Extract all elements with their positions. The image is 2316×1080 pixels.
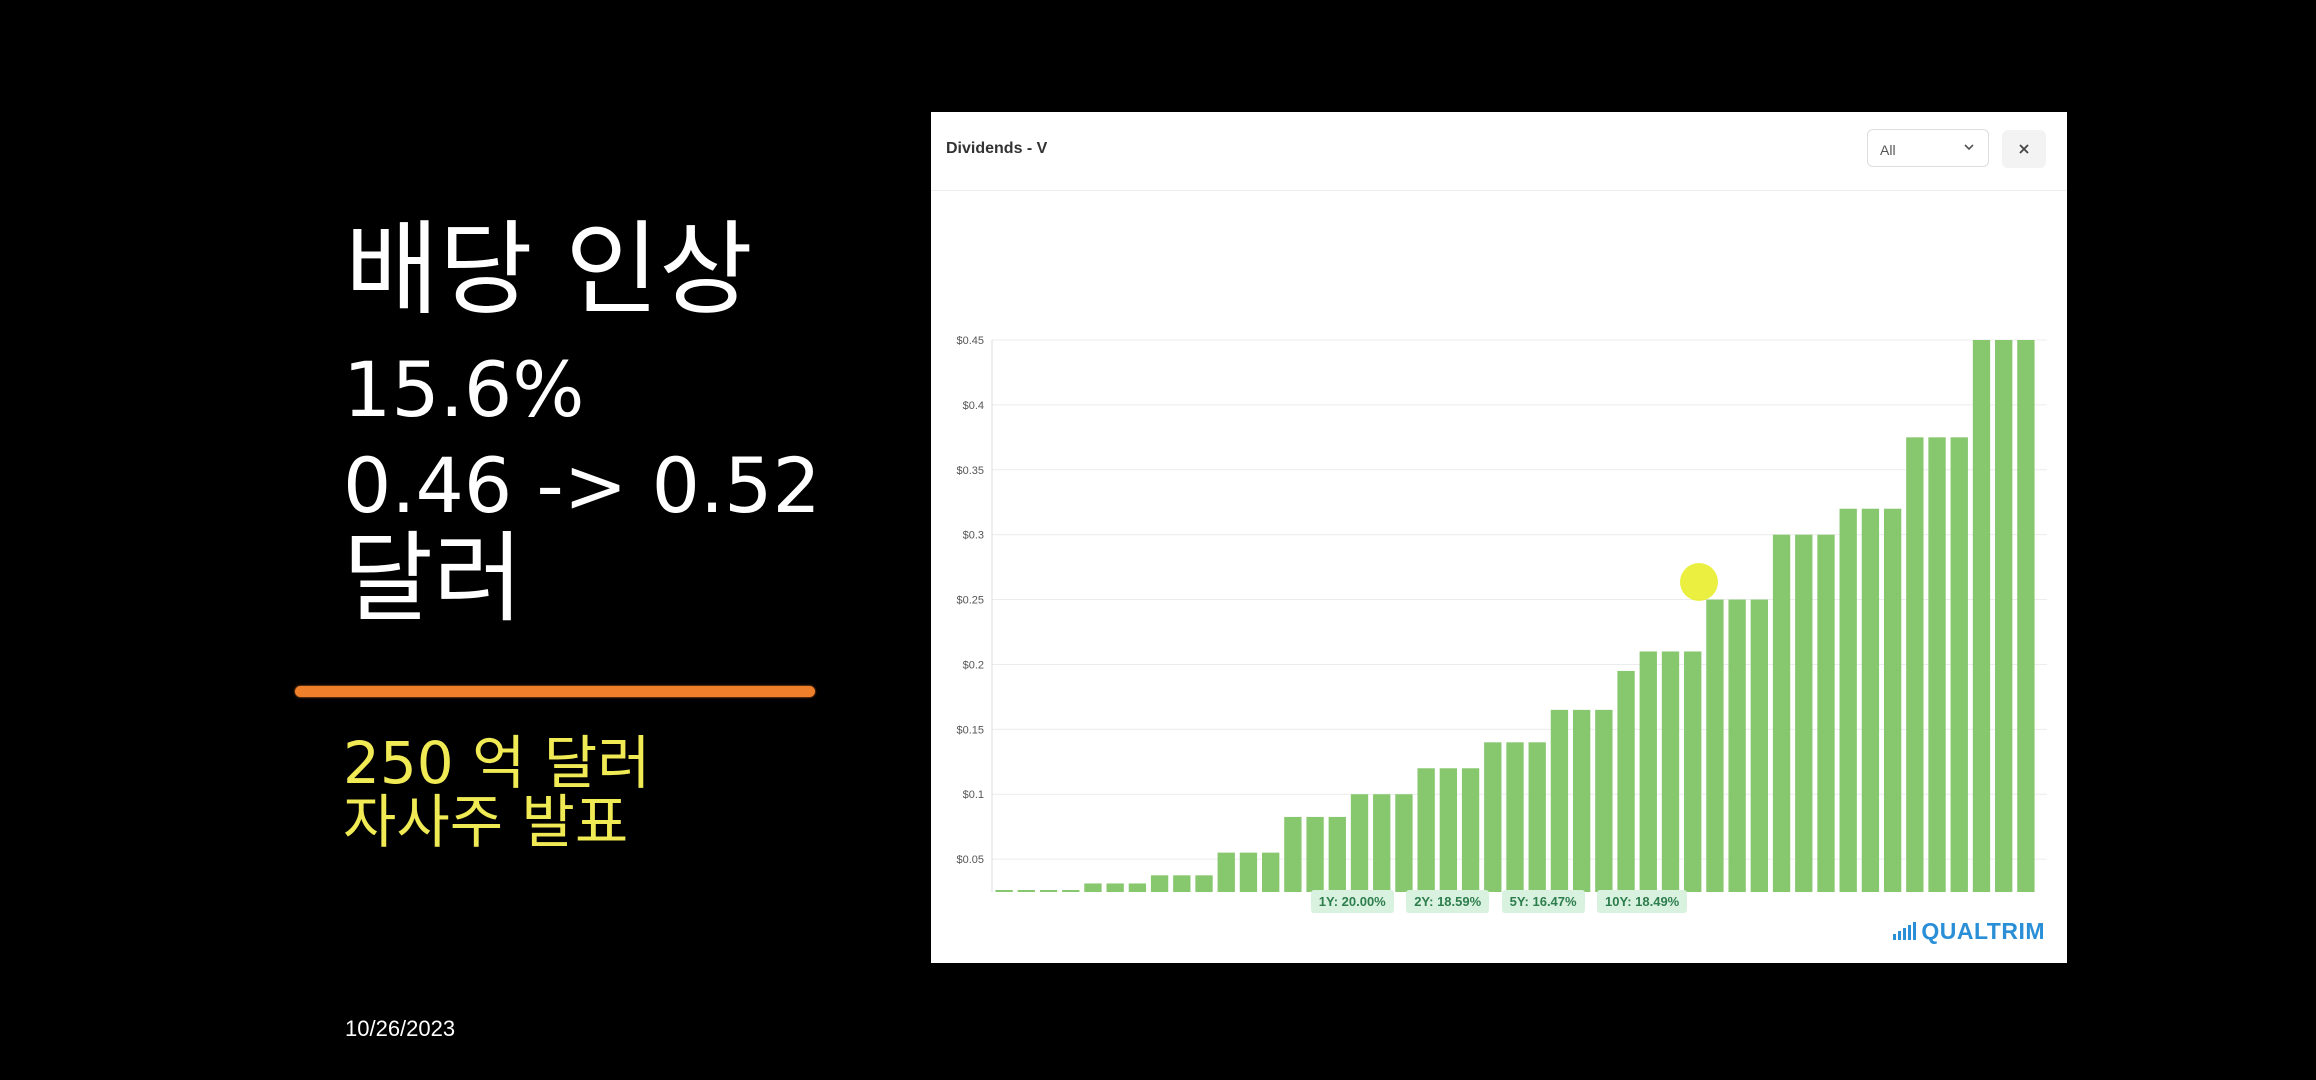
dividend-bar[interactable] [1906, 437, 1924, 892]
dividend-bar[interactable] [1017, 890, 1035, 892]
range-select[interactable]: All [1867, 129, 1989, 167]
bar-chart-logo-icon [1893, 922, 1917, 940]
dividend-bar[interactable] [1550, 709, 1569, 892]
slide-date: 10/26/2023 [345, 1016, 456, 1041]
headline: 배당 인상 [345, 211, 753, 330]
dividend-bar[interactable] [1661, 651, 1680, 892]
slide-text-panel: 배당 인상 15.6% 0.46 -> 0.52 달러 250 억 달러 자사주… [0, 0, 900, 1080]
dividend-bar[interactable] [1995, 340, 2013, 892]
y-tick-label: $0.25 [956, 595, 984, 607]
dividend-bar[interactable] [1506, 742, 1524, 892]
dividend-bar[interactable] [1817, 534, 1835, 892]
y-tick-label: $0.45 [956, 335, 984, 347]
close-button[interactable] [2002, 130, 2046, 168]
buyback-amount: 250 억 달러 [343, 729, 651, 797]
dividend-bar[interactable] [1595, 709, 1613, 892]
dividend-bar[interactable] [1395, 794, 1413, 892]
currency-unit: 달러 [343, 522, 524, 636]
dividend-bar[interactable] [1062, 890, 1080, 892]
dividend-bar[interactable] [1439, 768, 1458, 892]
growth-badges: 1Y: 20.00% 2Y: 18.59% 5Y: 16.47% 10Y: 18… [931, 890, 2067, 913]
dividend-bar[interactable] [1262, 852, 1280, 892]
dividend-bar[interactable] [1484, 742, 1502, 892]
dividend-bar[interactable] [1950, 437, 1968, 892]
dividend-bar[interactable] [1706, 599, 1724, 892]
dividend-bar[interactable] [1417, 768, 1435, 892]
y-tick-label: $0.15 [956, 724, 984, 736]
dividend-bar[interactable] [1084, 883, 1102, 892]
cursor-highlight [1680, 563, 1718, 601]
dividend-bar[interactable] [1572, 709, 1591, 892]
dividend-bar[interactable] [1728, 599, 1746, 892]
growth-badge-5y: 5Y: 16.47% [1501, 890, 1585, 913]
card-title: Dividends - V [946, 140, 1048, 157]
dividend-bar[interactable] [1195, 875, 1213, 892]
chevron-down-icon [1964, 144, 1974, 151]
brand-name: QUALTRIM [1921, 918, 2045, 944]
dividend-bar[interactable] [1750, 599, 1769, 892]
dividend-bar[interactable] [1861, 508, 1880, 892]
dividend-bar[interactable] [1150, 875, 1169, 892]
dividend-bar[interactable] [1684, 651, 1702, 892]
dividend-change-range: 0.46 -> 0.52 [343, 441, 821, 530]
dividend-bar[interactable] [1039, 890, 1058, 892]
dividend-bar[interactable] [1128, 883, 1147, 892]
growth-badge-10y: 10Y: 18.49% [1597, 890, 1688, 913]
dividend-bar[interactable] [2017, 340, 2035, 892]
dividend-bar[interactable] [1528, 742, 1546, 892]
orange-divider-stroke [295, 686, 815, 697]
dividend-bar[interactable] [1284, 816, 1302, 892]
dividend-bar[interactable] [995, 890, 1013, 892]
dividends-bar-chart: $0$0.05$0.1$0.15$0.2$0.25$0.3$0.35$0.4$0… [956, 335, 2047, 892]
y-tick-label: $0.1 [963, 789, 984, 801]
dividend-bar[interactable] [1350, 794, 1369, 892]
growth-badge-2y: 2Y: 18.59% [1406, 890, 1490, 913]
y-tick-label: $0.05 [956, 854, 984, 866]
dividend-bar[interactable] [1373, 794, 1391, 892]
close-icon [2019, 144, 2029, 154]
dividend-bar[interactable] [1972, 340, 1991, 892]
dividend-bar[interactable] [1883, 508, 1902, 892]
y-tick-label: $0.4 [963, 400, 984, 412]
dividend-bar[interactable] [1306, 816, 1324, 892]
dividend-bar[interactable] [1928, 437, 1946, 892]
dividend-bar[interactable] [1328, 816, 1346, 892]
y-tick-label: $0.3 [963, 530, 984, 542]
range-select-value: All [1880, 142, 1896, 158]
dividend-bar[interactable] [1772, 534, 1791, 892]
dividend-bar[interactable] [1217, 852, 1235, 892]
dividend-bar[interactable] [1617, 670, 1635, 892]
dividend-bar[interactable] [1461, 768, 1480, 892]
dividend-bar[interactable] [1239, 852, 1258, 892]
card-header: Dividends - V All [931, 112, 2067, 191]
dividend-bar[interactable] [1639, 651, 1657, 892]
y-tick-label: $0.35 [956, 465, 984, 477]
dividend-bar[interactable] [1173, 875, 1191, 892]
buyback-announcement: 자사주 발표 [343, 788, 629, 856]
y-tick-label: $0.2 [963, 659, 984, 671]
dividend-bar[interactable] [1106, 883, 1124, 892]
dividend-bar[interactable] [1839, 508, 1857, 892]
dividend-increase-percent: 15.6% [343, 345, 585, 434]
dividends-card: Dividends - V All $0$0.05$0.1$0.15$0.2$0… [931, 112, 2067, 963]
growth-badge-1y: 1Y: 20.00% [1310, 890, 1394, 913]
qualtrim-logo: QUALTRIM [1893, 918, 2045, 945]
dividend-bar[interactable] [1795, 534, 1813, 892]
